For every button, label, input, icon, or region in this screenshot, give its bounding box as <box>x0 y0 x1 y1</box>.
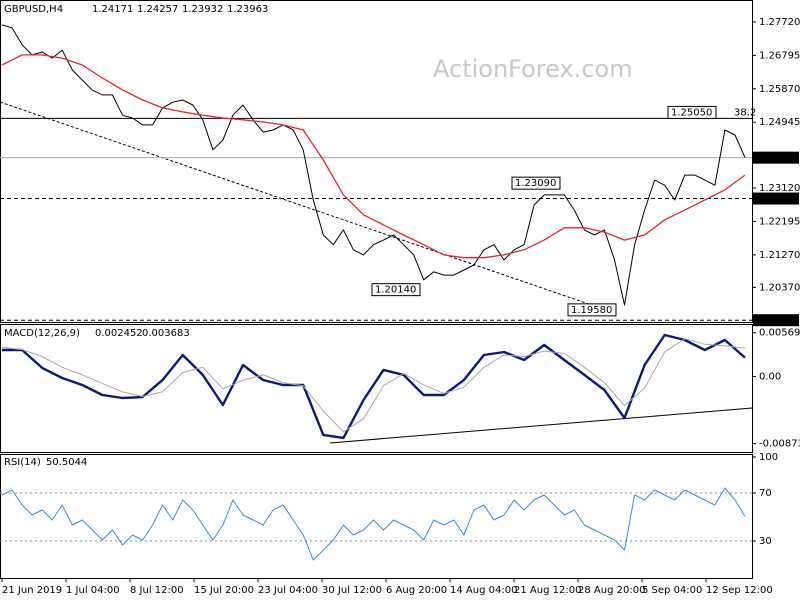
level-tag <box>753 314 799 327</box>
symbol-title: GBPUSD,H4 <box>4 4 63 15</box>
macd-title: MACD(12,26,9) <box>4 328 80 339</box>
price-label: 1.19580 <box>571 305 612 316</box>
price-label: 1.23090 <box>515 178 556 189</box>
y-tick-label: 1.24945 <box>759 117 800 128</box>
x-tick-label: 28 Aug 20:00 <box>578 585 645 596</box>
y-tick-label: 1.21270 <box>759 250 800 261</box>
level-tag <box>753 151 799 164</box>
x-tick-label: 8 Jul 12:00 <box>130 585 184 596</box>
trend-line <box>0 101 616 314</box>
series-line <box>1 24 746 306</box>
indicator-value: 0.002452 <box>95 328 143 339</box>
y-tick-label: 100 <box>759 452 778 463</box>
y-tick-label: 1.27720 <box>759 17 800 28</box>
y-tick-label: 30 <box>759 536 772 547</box>
level-tag-label: 1.23963 <box>757 153 798 164</box>
y-tick-label: 0.005694 <box>759 328 800 339</box>
ohlc-value: 1.23963 <box>227 4 268 15</box>
rsi-panel <box>0 454 753 579</box>
watermark: ActionForex.com <box>433 55 633 83</box>
x-tick-label: 1 Jul 04:00 <box>66 585 120 596</box>
y-tick-label: 1.23120 <box>759 183 800 194</box>
series-line <box>1 54 746 259</box>
series-line <box>2 333 746 440</box>
level-tag-label: 1.22830 <box>757 194 798 205</box>
price-label-box <box>667 105 717 119</box>
price-label: 1.25050 <box>671 107 712 118</box>
y-tick-label: 70 <box>759 488 772 499</box>
x-tick-label: 21 Jun 2019 <box>2 585 62 596</box>
macd-panel <box>0 324 753 453</box>
price-panel <box>0 0 753 323</box>
y-tick-label: 1.25870 <box>759 84 800 95</box>
x-tick-label: 23 Jul 04:00 <box>258 585 318 596</box>
y-tick-label: 0.00 <box>759 371 781 382</box>
price-label-box <box>371 283 421 297</box>
level-tag-label: 1.19460 <box>757 315 798 326</box>
y-tick-label: 1.22195 <box>759 216 800 227</box>
x-tick-label: 5 Sep 04:00 <box>642 585 702 596</box>
ohlc-value: 1.24171 <box>92 4 133 15</box>
y-tick-label: 1.20370 <box>759 282 800 293</box>
price-label: 1.20140 <box>375 285 416 296</box>
price-label-box <box>567 303 617 317</box>
y-tick-label: -0.008737 <box>759 439 800 450</box>
x-tick-label: 6 Aug 20:00 <box>386 585 447 596</box>
ohlc-value: 1.24257 <box>137 4 178 15</box>
price-label-box <box>511 176 561 190</box>
macd-trend-line <box>329 407 753 444</box>
x-tick-label: 15 Jul 20:00 <box>194 585 254 596</box>
x-tick-label: 30 Jul 12:00 <box>322 585 382 596</box>
indicator-value: 0.003683 <box>142 328 190 339</box>
y-tick-label: 1.26795 <box>759 50 800 61</box>
x-tick-label: 12 Sep 12:00 <box>706 585 773 596</box>
ohlc-value: 1.23932 <box>182 4 223 15</box>
indicator-value: 50.5044 <box>46 457 87 468</box>
x-tick-label: 14 Aug 04:00 <box>450 585 517 596</box>
series-line <box>1 487 746 561</box>
rsi-title: RSI(14) <box>4 457 41 468</box>
series-line <box>1 338 746 433</box>
level-tag <box>753 192 799 205</box>
level-note: 38.2 <box>734 107 756 118</box>
x-tick-label: 21 Aug 12:00 <box>514 585 581 596</box>
